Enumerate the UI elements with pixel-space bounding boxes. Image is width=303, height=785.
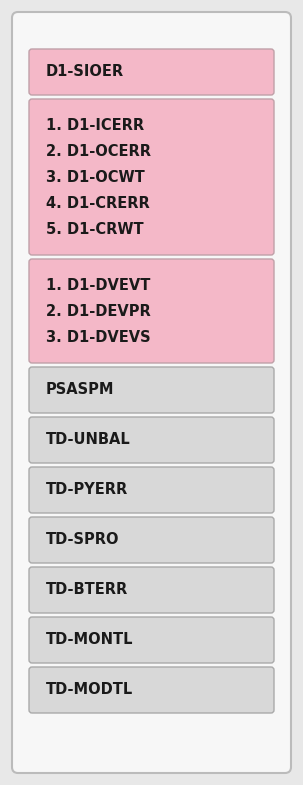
Text: TD-SPRO: TD-SPRO (46, 532, 119, 547)
FancyBboxPatch shape (29, 259, 274, 363)
Text: TD-PYERR: TD-PYERR (46, 483, 128, 498)
Text: 1. D1-DVEVT: 1. D1-DVEVT (46, 278, 150, 293)
FancyBboxPatch shape (29, 617, 274, 663)
Text: 5. D1-CRWT: 5. D1-CRWT (46, 221, 144, 236)
Text: TD-MODTL: TD-MODTL (46, 682, 133, 698)
FancyBboxPatch shape (29, 517, 274, 563)
Text: PSASPM: PSASPM (46, 382, 115, 397)
FancyBboxPatch shape (29, 417, 274, 463)
Text: 2. D1-OCERR: 2. D1-OCERR (46, 144, 151, 159)
FancyBboxPatch shape (29, 467, 274, 513)
Text: 1. D1-ICERR: 1. D1-ICERR (46, 118, 144, 133)
Text: 4. D1-CRERR: 4. D1-CRERR (46, 195, 150, 210)
FancyBboxPatch shape (29, 367, 274, 413)
Text: 2. D1-DEVPR: 2. D1-DEVPR (46, 304, 151, 319)
Text: TD-UNBAL: TD-UNBAL (46, 433, 131, 447)
Text: 3. D1-OCWT: 3. D1-OCWT (46, 170, 145, 184)
FancyBboxPatch shape (29, 49, 274, 95)
FancyBboxPatch shape (29, 567, 274, 613)
FancyBboxPatch shape (12, 12, 291, 773)
Text: TD-MONTL: TD-MONTL (46, 633, 134, 648)
Text: TD-BTERR: TD-BTERR (46, 582, 128, 597)
FancyBboxPatch shape (29, 667, 274, 713)
Text: D1-SIOER: D1-SIOER (46, 64, 124, 79)
Text: 3. D1-DVEVS: 3. D1-DVEVS (46, 330, 151, 345)
FancyBboxPatch shape (29, 99, 274, 255)
